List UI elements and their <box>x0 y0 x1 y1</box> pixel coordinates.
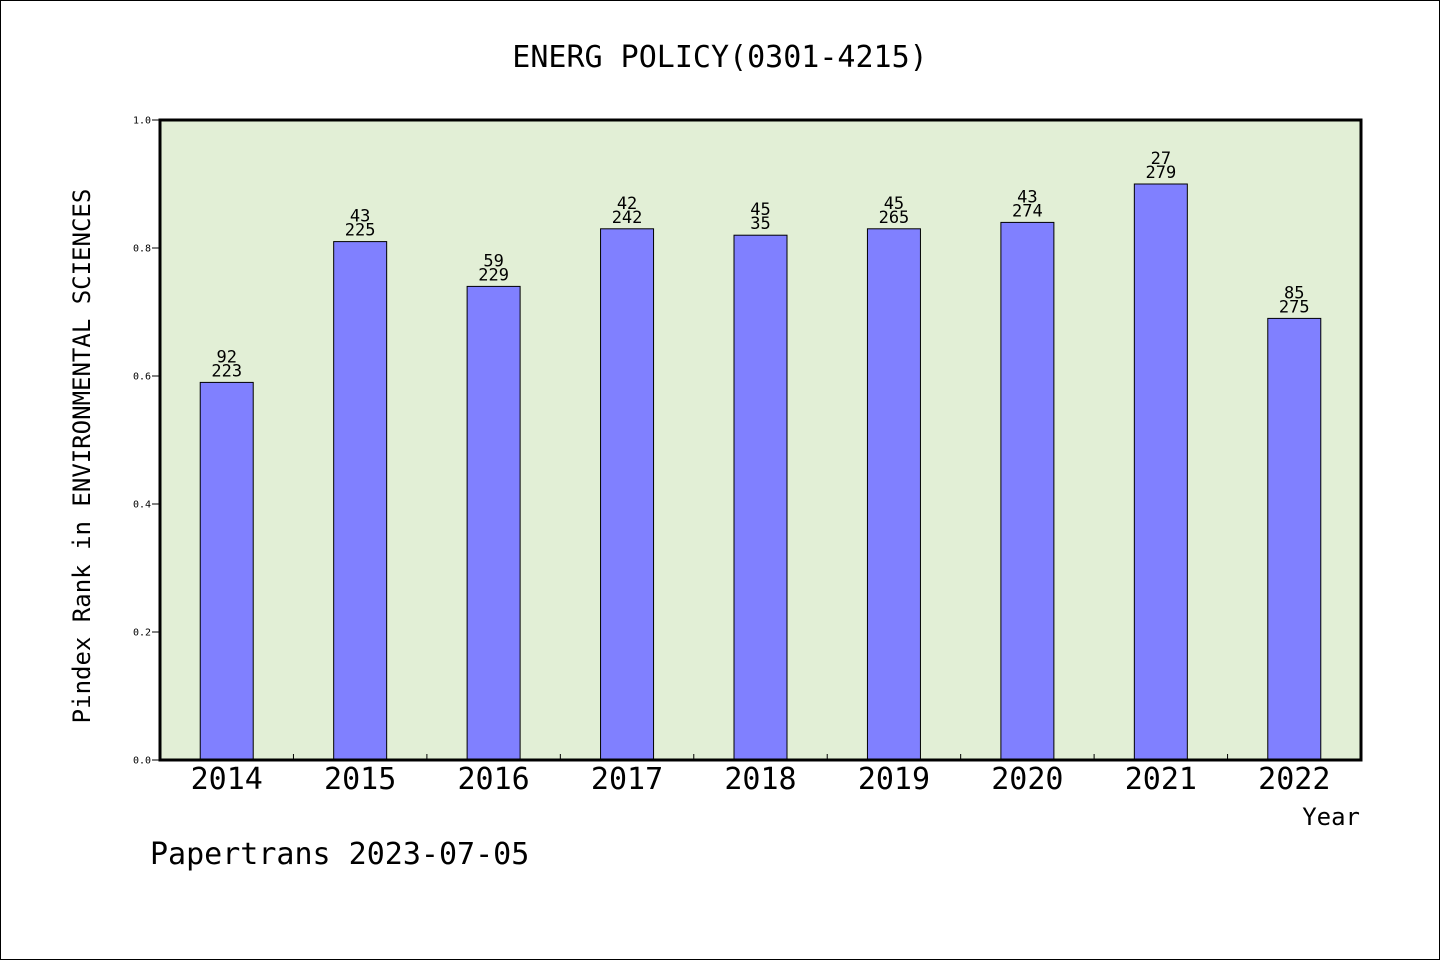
bar-total-label: 279 <box>1145 163 1176 183</box>
x-tick-label: 2014 <box>191 762 263 797</box>
bar-rank-label: 42 <box>617 194 637 214</box>
bar-rank-label: 45 <box>884 194 904 214</box>
x-tick-label: 2021 <box>1125 762 1197 797</box>
bar-total-label: 274 <box>1012 201 1043 221</box>
bar-rank-label: 85 <box>1284 283 1304 303</box>
bar-rank-label: 27 <box>1151 149 1171 169</box>
bar-total-label: 35 <box>750 214 770 234</box>
y-tick-label: 0.4 <box>133 500 151 511</box>
footer-text: Papertrans 2023-07-05 <box>150 837 529 872</box>
chart-title: ENERG POLICY(0301-4215) <box>512 40 927 75</box>
bar <box>333 241 388 761</box>
y-tick-label: 0.2 <box>133 628 151 639</box>
y-tick-label: 1.0 <box>133 116 151 127</box>
bar <box>466 285 521 761</box>
bar-total-label: 223 <box>211 361 242 381</box>
y-tick-label: 0.0 <box>133 756 151 767</box>
bar-total-label: 225 <box>345 221 376 241</box>
bar <box>199 381 254 761</box>
bar <box>600 228 655 761</box>
x-tick-label: 2019 <box>858 762 930 797</box>
plot-border <box>158 118 1363 762</box>
y-axis-label: Pindex Rank in ENVIRONMENTAL SCIENCES <box>68 189 96 724</box>
x-axis-ticks: 2014 2015 2016 2017 2018 2019 2020 2021 2022 <box>191 754 1330 797</box>
bar-total-label: 242 <box>612 208 643 228</box>
x-tick-label: 2018 <box>724 762 796 797</box>
bar-rank-label: 59 <box>483 251 503 271</box>
bar <box>1267 317 1322 761</box>
x-axis-label: Year <box>1302 803 1360 831</box>
bar-rank-label: 43 <box>1017 187 1037 207</box>
x-tick-label: 2017 <box>591 762 663 797</box>
y-tick-label: 0.8 <box>133 244 151 255</box>
bar-rank-label: 45 <box>750 200 770 220</box>
bar <box>866 228 921 761</box>
bar-total-label: 275 <box>1279 297 1310 317</box>
x-tick-label: 2022 <box>1258 762 1330 797</box>
bar <box>1133 183 1188 761</box>
bar-rank-label: 92 <box>216 347 236 367</box>
bar-rank-label: 43 <box>350 207 370 227</box>
y-axis-ticks: 0.0 0.2 0.4 0.6 0.8 1.0 <box>133 116 160 767</box>
x-tick-label: 2016 <box>457 762 529 797</box>
x-tick-label: 2015 <box>324 762 396 797</box>
x-tick-label: 2020 <box>991 762 1063 797</box>
bar-total-label: 229 <box>478 265 509 285</box>
y-tick-label: 0.6 <box>133 372 151 383</box>
bar <box>733 234 788 761</box>
bar <box>1000 221 1055 761</box>
bar-total-label: 265 <box>879 208 910 228</box>
